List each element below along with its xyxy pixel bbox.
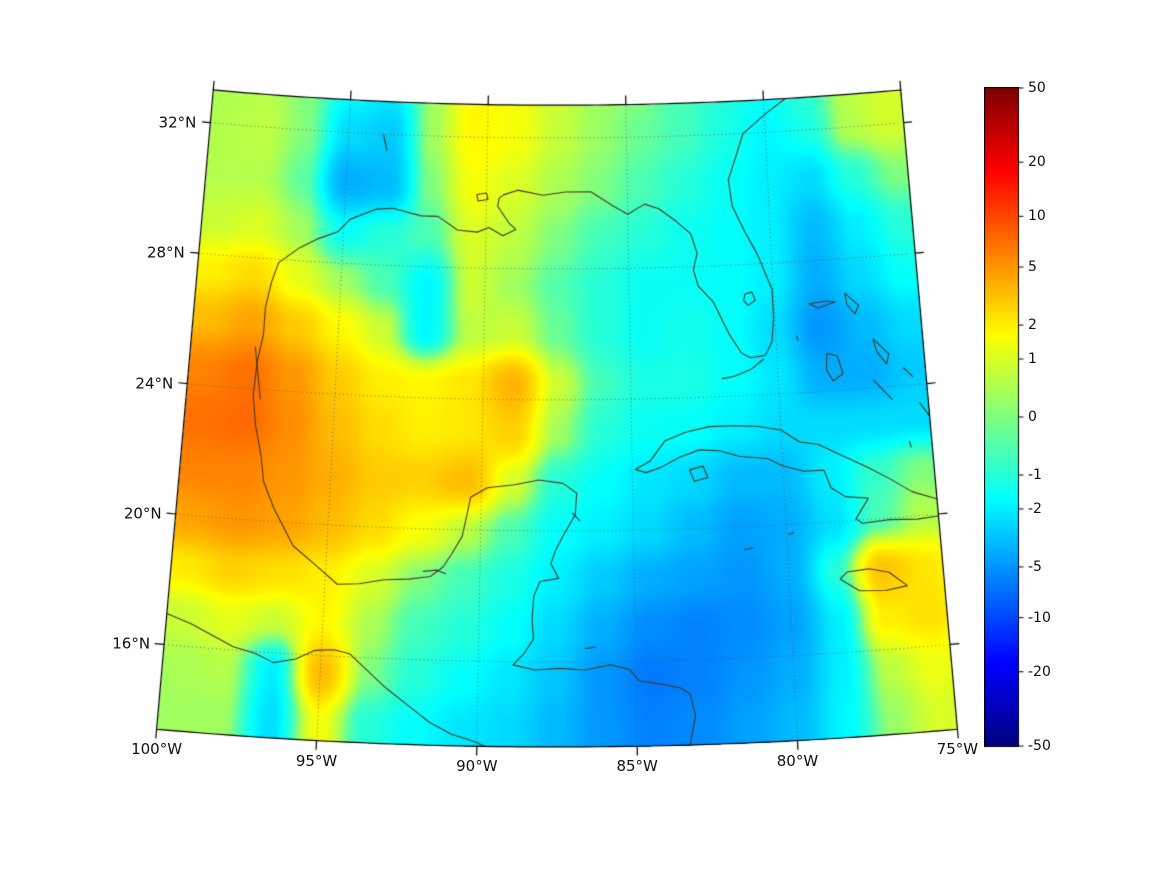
colorbar-tick-label: 5 [1028, 259, 1037, 276]
colorbar-tick-label: 20 [1028, 154, 1046, 171]
x-tick-label: 95°W [295, 751, 338, 770]
y-tick-label: 16°N [112, 634, 151, 653]
colorbar-tick-label: -5 [1028, 558, 1042, 575]
colorbar-tick-label: -50 [1028, 738, 1051, 754]
y-tick-label: 28°N [146, 243, 185, 262]
y-tick-label: 24°N [135, 374, 174, 393]
colorbar-tick-label: 50 [1028, 80, 1046, 96]
colorbar-tick-label: -20 [1028, 663, 1051, 680]
x-tick-label: 90°W [456, 757, 498, 776]
x-tick-label: 75°W [936, 740, 979, 759]
y-tick-label: 20°N [123, 504, 162, 523]
colorbar-tick-label: 0 [1028, 409, 1037, 425]
colorbar-tick-label: -10 [1028, 609, 1051, 626]
x-tick-label: 85°W [616, 757, 658, 776]
y-tick-label: 32°N [158, 113, 197, 132]
colorbar-tick-label: 2 [1028, 317, 1037, 334]
colorbar-tick-label: 10 [1028, 208, 1046, 225]
colorbar [984, 87, 1030, 749]
colorbar-tick-label: 1 [1028, 351, 1037, 367]
colorbar-tick-label: -2 [1028, 500, 1042, 517]
x-tick-label: 80°W [776, 751, 819, 770]
x-tick-label: 100°W [131, 740, 183, 759]
colorbar-tick-label: -1 [1028, 466, 1042, 483]
